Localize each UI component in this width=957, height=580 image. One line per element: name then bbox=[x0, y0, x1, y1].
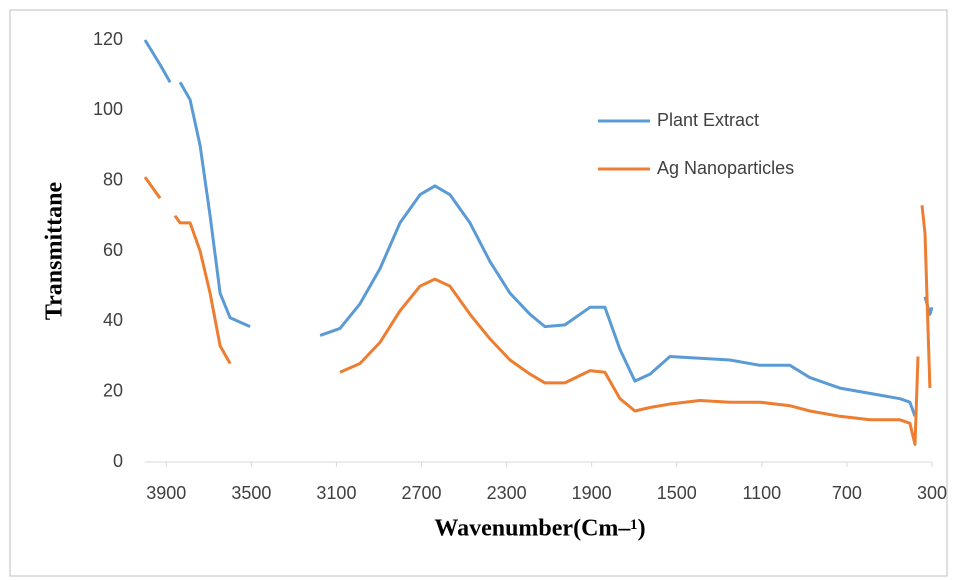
y-tick-label: 60 bbox=[103, 240, 123, 260]
x-tick-label: 2700 bbox=[401, 483, 441, 503]
x-tick-label: 3100 bbox=[316, 483, 356, 503]
legend-label: Ag Nanoparticles bbox=[657, 158, 794, 178]
y-tick-label: 0 bbox=[113, 451, 123, 471]
x-axis-label: Wavenumber(Cm–¹) bbox=[434, 516, 645, 542]
x-tick-label: 3500 bbox=[231, 483, 271, 503]
legend-label: Plant Extract bbox=[657, 110, 759, 130]
series-line bbox=[143, 176, 932, 446]
y-tick-label: 120 bbox=[93, 29, 123, 49]
x-tick-label: 700 bbox=[832, 483, 862, 503]
series-line bbox=[143, 39, 934, 417]
x-tick-label: 1100 bbox=[742, 483, 781, 503]
y-tick-label: 80 bbox=[103, 169, 123, 189]
chart-border bbox=[9, 9, 948, 577]
y-tick-label: 40 bbox=[103, 310, 123, 330]
y-tick-label: 20 bbox=[103, 380, 123, 400]
x-tick-label: 1500 bbox=[657, 483, 697, 503]
x-tick-label: 300 bbox=[917, 483, 947, 503]
x-tick-label: 1900 bbox=[572, 483, 612, 503]
x-tick-label: 3900 bbox=[146, 483, 186, 503]
y-tick-label: 100 bbox=[93, 99, 123, 119]
x-tick-label: 2300 bbox=[487, 483, 527, 503]
y-axis-label: Transmittane bbox=[42, 182, 68, 321]
